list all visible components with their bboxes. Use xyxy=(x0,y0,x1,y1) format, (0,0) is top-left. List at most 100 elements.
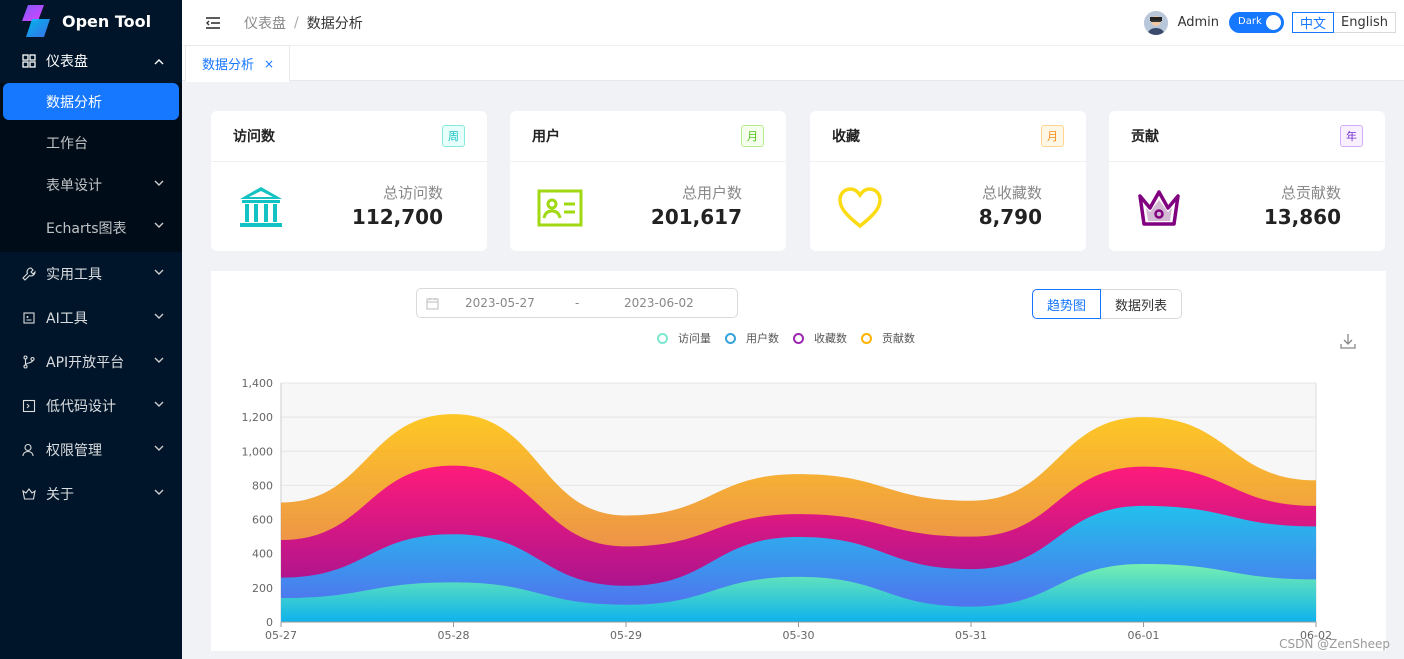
chevron-down-icon xyxy=(154,357,164,363)
menu-dashboard-label: 仪表盘 xyxy=(46,54,88,70)
date-range-picker[interactable]: 2023-05-27 - 2023-06-02 xyxy=(416,288,738,318)
user-name[interactable]: Admin xyxy=(1177,15,1220,30)
x-tick-label: 05-30 xyxy=(783,629,815,642)
sidebar-item-permissions[interactable]: 权限管理 xyxy=(0,428,182,472)
chevron-down-icon xyxy=(154,489,164,495)
sidebar-item-label: 工作台 xyxy=(46,136,88,152)
breadcrumb-separator: / xyxy=(294,14,299,31)
legend-item[interactable]: 贡献数 xyxy=(861,330,915,346)
menu-fold-icon[interactable] xyxy=(204,14,222,32)
sidebar-item-api-platform[interactable]: API开放平台 xyxy=(0,340,182,384)
sidebar-item-label: API开放平台 xyxy=(46,355,125,371)
legend-item[interactable]: 收藏数 xyxy=(793,330,847,346)
tab-data-analysis[interactable]: 数据分析 × xyxy=(185,45,290,82)
heart-icon xyxy=(838,187,882,229)
view-switch: 趋势图 数据列表 xyxy=(1032,289,1183,319)
card-label: 总访问数 xyxy=(382,184,443,202)
x-tick-label: 05-31 xyxy=(955,629,987,642)
logo-icon xyxy=(22,5,50,37)
legend-marker xyxy=(861,332,872,344)
bank-icon xyxy=(240,187,282,227)
sidebar-item-label: 数据分析 xyxy=(46,94,102,111)
trend-panel: 2023-05-27 - 2023-06-02 趋势图 数据列表 访问量 用户数… xyxy=(211,271,1386,651)
y-tick-label: 200 xyxy=(252,582,273,595)
sidebar-item-form-design[interactable]: 表单设计 xyxy=(0,164,182,206)
start-date[interactable]: 2023-05-27 xyxy=(465,296,535,310)
ai-icon xyxy=(23,312,35,324)
x-tick-label: 06-02 xyxy=(1300,629,1332,642)
sidebar-item-utilities[interactable]: 实用工具 xyxy=(0,252,182,296)
sidebar-item-echarts[interactable]: Echarts图表 xyxy=(0,206,182,250)
card-title: 访问数 xyxy=(233,129,275,145)
sidebar-item-about[interactable]: 关于 xyxy=(0,472,182,516)
calendar-icon xyxy=(426,298,439,310)
app-title: Open Tool xyxy=(62,11,152,31)
download-icon[interactable] xyxy=(1340,333,1356,349)
x-tick-label: 05-27 xyxy=(265,629,297,642)
toggle-knob xyxy=(1266,15,1282,30)
grid-icon xyxy=(22,54,36,68)
sidebar-item-label: Echarts图表 xyxy=(46,221,127,237)
tabs-bar: 数据分析 × xyxy=(182,45,1404,82)
header-right: Admin Dark 中文 English xyxy=(1143,0,1404,45)
sidebar-item-workbench[interactable]: 工作台 xyxy=(0,122,182,164)
sidebar-item-label: 实用工具 xyxy=(46,267,102,283)
legend-label: 收藏数 xyxy=(814,332,847,345)
stat-card-users: 用户 月 总用户数 201,617 xyxy=(510,111,786,251)
chevron-down-icon xyxy=(154,222,164,228)
theme-toggle-label: Dark xyxy=(1238,16,1262,27)
lang-en-button[interactable]: English xyxy=(1334,12,1396,33)
dashboard-submenu: 数据分析 工作台 表单设计 Echarts图表 xyxy=(0,83,182,252)
legend-label: 用户数 xyxy=(746,332,779,345)
chevron-up-icon xyxy=(154,59,164,65)
period-badge: 年 xyxy=(1340,125,1363,147)
stat-card-favorites: 收藏 月 总收藏数 8,790 xyxy=(810,111,1086,251)
y-tick-label: 0 xyxy=(266,616,273,629)
breadcrumb-item[interactable]: 仪表盘 xyxy=(244,15,286,32)
chevron-down-icon xyxy=(154,401,164,407)
sidebar-item-ai-tools[interactable]: AI工具 xyxy=(0,296,182,340)
card-title: 收藏 xyxy=(832,129,860,145)
legend-marker xyxy=(793,332,804,344)
card-value: 112,700 xyxy=(351,205,443,229)
card-value: 201,617 xyxy=(650,205,742,229)
card-label: 总贡献数 xyxy=(1280,184,1341,202)
crown-icon xyxy=(1138,190,1180,226)
sidebar-item-label: 关于 xyxy=(46,487,74,503)
avatar[interactable] xyxy=(1143,10,1168,35)
legend-item[interactable]: 访问量 xyxy=(657,330,711,346)
watermark: CSDN @ZenSheep xyxy=(1279,637,1390,651)
sidebar-item-data-analysis[interactable]: 数据分析 xyxy=(3,83,179,120)
tab-label: 数据分析 xyxy=(202,58,255,73)
x-tick-label: 05-28 xyxy=(438,629,470,642)
legend-label: 贡献数 xyxy=(882,332,915,345)
y-tick-label: 1,200 xyxy=(242,411,274,424)
chart-legend: 访问量 用户数 收藏数 贡献数 xyxy=(657,330,929,346)
area-series-0 xyxy=(281,563,1316,622)
menu-dashboard[interactable]: 仪表盘 xyxy=(0,42,182,80)
end-date[interactable]: 2023-06-02 xyxy=(624,296,694,310)
trend-view-button[interactable]: 趋势图 xyxy=(1032,289,1102,319)
user-icon xyxy=(22,443,34,457)
card-value: 8,790 xyxy=(978,205,1042,229)
period-badge: 月 xyxy=(1041,125,1064,147)
card-title: 用户 xyxy=(532,129,560,145)
stat-card-visits: 访问数 周 总访问数 112,700 xyxy=(211,111,487,251)
theme-toggle[interactable]: Dark xyxy=(1229,12,1285,33)
list-view-button[interactable]: 数据列表 xyxy=(1101,289,1183,319)
sidebar-item-label: 权限管理 xyxy=(46,443,102,459)
close-icon[interactable]: × xyxy=(264,56,275,71)
card-label: 总用户数 xyxy=(681,184,742,202)
sidebar-item-label: 表单设计 xyxy=(46,178,102,194)
y-tick-label: 1,000 xyxy=(242,445,274,458)
legend-item[interactable]: 用户数 xyxy=(725,330,779,346)
lang-zh-button[interactable]: 中文 xyxy=(1292,12,1335,33)
chevron-down-icon xyxy=(154,313,164,319)
stacked-area-chart: 0 200 400 600 800 1,000 1,200 1,400 05-27 05-28 05… xyxy=(242,377,1332,642)
sidebar-item-lowcode[interactable]: 低代码设计 xyxy=(0,384,182,428)
y-tick-label: 1,400 xyxy=(242,377,274,390)
logo[interactable]: Open Tool xyxy=(0,0,182,42)
card-value: 13,860 xyxy=(1263,205,1341,229)
id-card-icon xyxy=(537,189,583,227)
sidebar: Open Tool 仪表盘 数据分析 工作台 表单设计 Echarts图表 实用… xyxy=(0,0,182,659)
